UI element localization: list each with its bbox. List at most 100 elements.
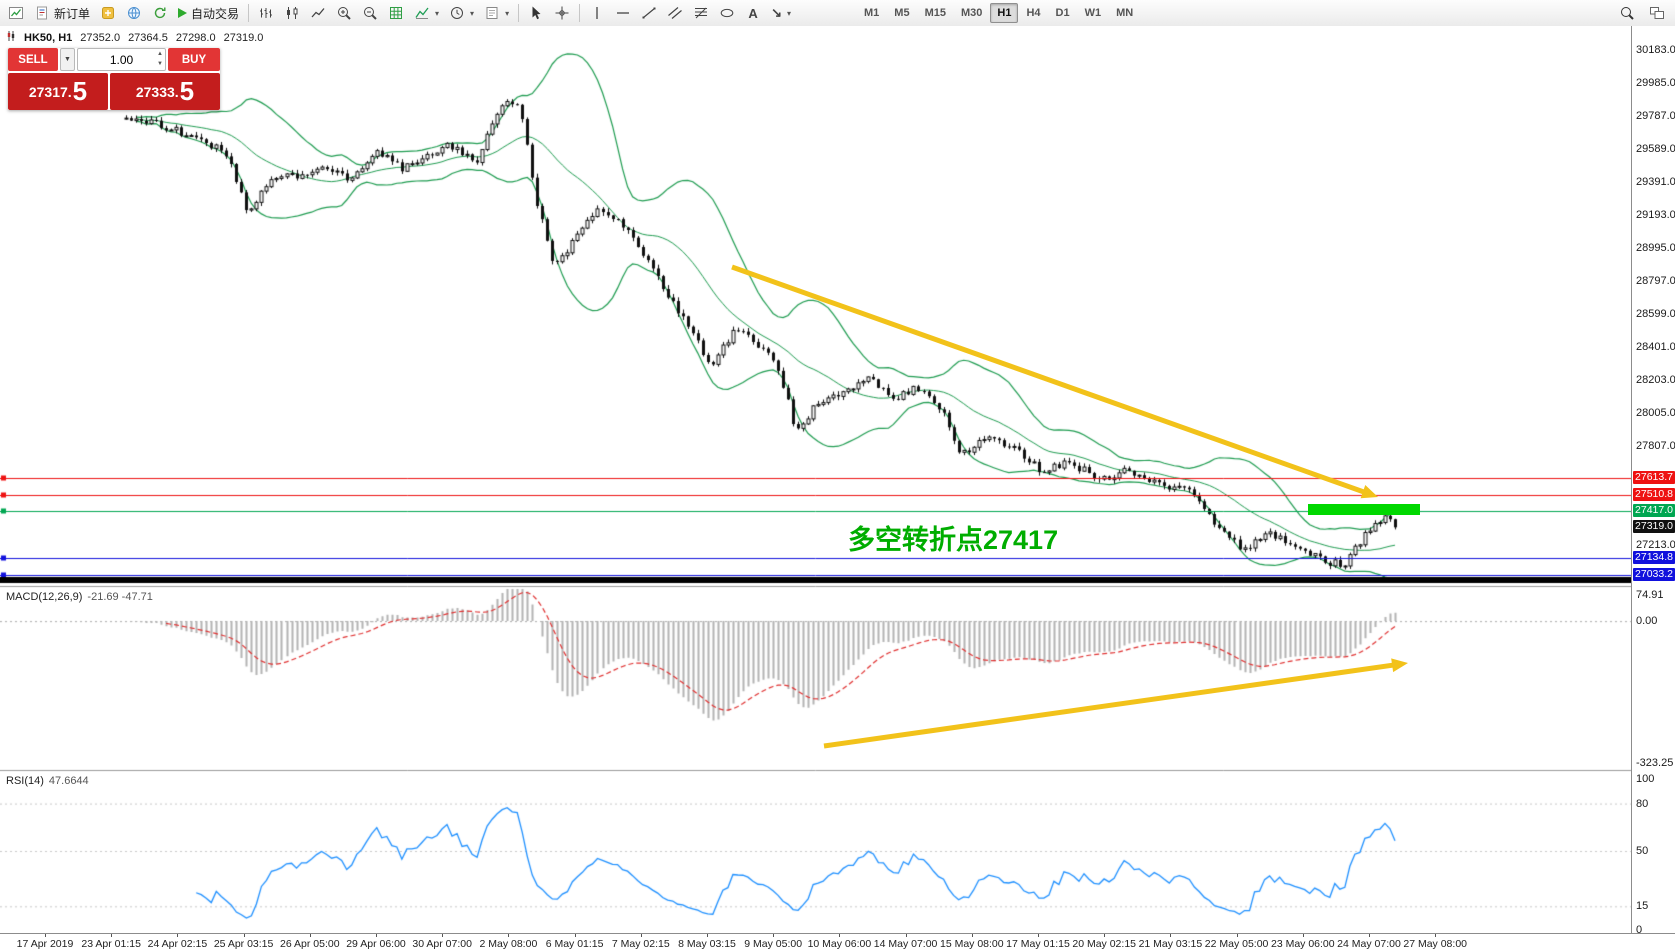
lot-size-input[interactable]: 1.00 ▲ ▼	[77, 48, 166, 71]
sell-button[interactable]: SELL	[8, 48, 58, 71]
timeframe-mn[interactable]: MN	[1116, 7, 1134, 19]
buy-price-value: 27333.	[135, 83, 179, 100]
time-tick-mark	[442, 934, 444, 937]
periods-button[interactable]: ▾	[445, 2, 478, 24]
timeframe-m5[interactable]: M5	[894, 7, 910, 19]
lot-size-value: 1.00	[109, 52, 134, 67]
rsi-value: 47.6644	[48, 775, 89, 787]
ellipse-tool[interactable]	[715, 2, 739, 24]
timeframe-w1[interactable]: W1	[1084, 7, 1102, 19]
pivot-zone-highlight[interactable]	[1308, 504, 1420, 515]
time-tick-mark	[243, 934, 245, 937]
level-price-badge: 27134.8	[1633, 551, 1675, 565]
bar-chart-button[interactable]	[254, 2, 278, 24]
time-tick-mark	[707, 934, 708, 937]
lot-stepper[interactable]: ▲ ▼	[157, 49, 163, 69]
buy-button[interactable]: BUY	[168, 48, 220, 71]
time-tick-mark	[773, 934, 775, 937]
buy-price-big-digit: 5	[179, 76, 195, 106]
toolbar-right-group	[1615, 2, 1669, 24]
time-tick-mark	[1302, 934, 1304, 937]
level-price-badge: 27033.2	[1633, 567, 1675, 581]
price-tick-label: 27213.0	[1636, 539, 1675, 551]
chevron-down-icon: ▾	[470, 8, 475, 18]
chart-symbol-label: HK50, H1 27352.0 27364.5 27298.0 27319.0	[6, 31, 263, 44]
vertical-line-tool[interactable]	[585, 2, 609, 24]
chart-mini-icon	[6, 31, 16, 44]
time-tick-mark	[45, 934, 46, 937]
crosshair-button[interactable]	[550, 2, 574, 24]
market-watch-button[interactable]	[122, 2, 146, 24]
price-tick-label: 29193.0	[1636, 209, 1675, 221]
horizontal-line-icon	[615, 5, 631, 21]
new-order-button[interactable]: 新订单	[30, 2, 94, 24]
one-click-trading-panel: SELL ▼ 1.00 ▲ ▼ BUY 27317. 5 27333. 5	[8, 48, 220, 110]
time-tick-label: 22 May 05:00	[1204, 938, 1269, 950]
time-tick-label: 23 May 06:00	[1270, 938, 1335, 950]
price-chart-canvas[interactable]	[0, 26, 1631, 952]
cursor-icon	[528, 5, 544, 21]
autotrade-play-icon	[178, 8, 188, 18]
timeframe-h4[interactable]: H4	[1026, 7, 1041, 19]
price-axis[interactable]: 30183.0 29985.0 29787.0 29589.0 29391.0 29193…	[1631, 26, 1675, 936]
macd-axis-label: -323.25	[1636, 757, 1674, 769]
candlestick-chart-icon	[284, 5, 300, 21]
symbol-timeframe: HK50, H1	[24, 31, 73, 44]
text-tool[interactable]: A	[741, 2, 765, 24]
horizontal-line-tool[interactable]	[611, 2, 635, 24]
refresh-icon	[152, 5, 168, 21]
trendline-tool[interactable]	[637, 2, 661, 24]
cursor-button[interactable]	[524, 2, 548, 24]
macd-values: -21.69 -47.71	[87, 591, 153, 603]
candlestick-chart-button[interactable]	[280, 2, 304, 24]
time-axis[interactable]: 17 Apr 2019 23 Apr 01:15 24 Apr 02:15 25 Ap…	[0, 933, 1675, 952]
time-tick-mark	[1170, 934, 1172, 937]
grid-button[interactable]	[384, 2, 408, 24]
refresh-button[interactable]	[148, 2, 172, 24]
timeframe-m15[interactable]: M15	[924, 7, 946, 19]
auto-trading-button[interactable]: 自动交易	[174, 2, 243, 24]
zoom-out-button[interactable]	[358, 2, 382, 24]
windows-button[interactable]	[1645, 2, 1669, 24]
time-tick-label: 24 Apr 02:15	[147, 938, 208, 950]
channel-tool[interactable]	[663, 2, 687, 24]
time-tick-mark	[1104, 934, 1106, 937]
search-button[interactable]	[1615, 2, 1639, 24]
timeframe-d1[interactable]: D1	[1055, 7, 1070, 19]
new-chart-button[interactable]	[4, 2, 28, 24]
arrow-tool[interactable]: ↘ ▾	[767, 2, 795, 24]
timeframe-m30[interactable]: M30	[960, 7, 983, 19]
sell-price[interactable]: 27317. 5	[8, 73, 108, 110]
grid-icon	[388, 5, 404, 21]
indicators-button[interactable]: ▾	[410, 2, 443, 24]
price-tick-label: 29985.0	[1636, 77, 1675, 89]
history-center-icon	[100, 5, 116, 21]
timeframe-m1[interactable]: M1	[864, 7, 880, 19]
time-tick-label: 27 May 08:00	[1403, 938, 1468, 950]
history-center-button[interactable]	[96, 2, 120, 24]
timeframe-h1[interactable]: H1	[990, 3, 1019, 23]
ohlc-low: 27298.0	[175, 31, 216, 44]
price-tick-label: 29787.0	[1636, 110, 1675, 122]
pivot-annotation-text[interactable]: 多空转折点27417	[848, 525, 1059, 555]
templates-icon	[484, 5, 500, 21]
time-tick-label: 14 May 07:00	[873, 938, 938, 950]
fibonacci-tool[interactable]	[689, 2, 713, 24]
buy-price[interactable]: 27333. 5	[110, 73, 220, 110]
templates-button[interactable]: ▾	[480, 2, 513, 24]
chevron-down-icon: ▾	[786, 8, 791, 18]
ellipse-icon	[719, 5, 735, 21]
vertical-line-icon	[589, 5, 605, 21]
price-tick-label: 28005.0	[1636, 407, 1675, 419]
time-tick-mark	[1038, 934, 1039, 937]
price-tick-label: 29589.0	[1636, 143, 1675, 155]
step-up-icon: ▲	[157, 51, 163, 57]
line-chart-button[interactable]	[306, 2, 330, 24]
time-tick-label: 2 May 08:00	[479, 938, 538, 950]
time-tick-mark	[111, 934, 113, 937]
time-tick-label: 25 Apr 03:15	[213, 938, 274, 950]
time-tick-label: 8 May 03:15	[678, 938, 736, 950]
lot-preset-dropdown[interactable]: ▼	[60, 48, 75, 71]
sell-price-big-digit: 5	[72, 76, 88, 106]
zoom-in-button[interactable]	[332, 2, 356, 24]
